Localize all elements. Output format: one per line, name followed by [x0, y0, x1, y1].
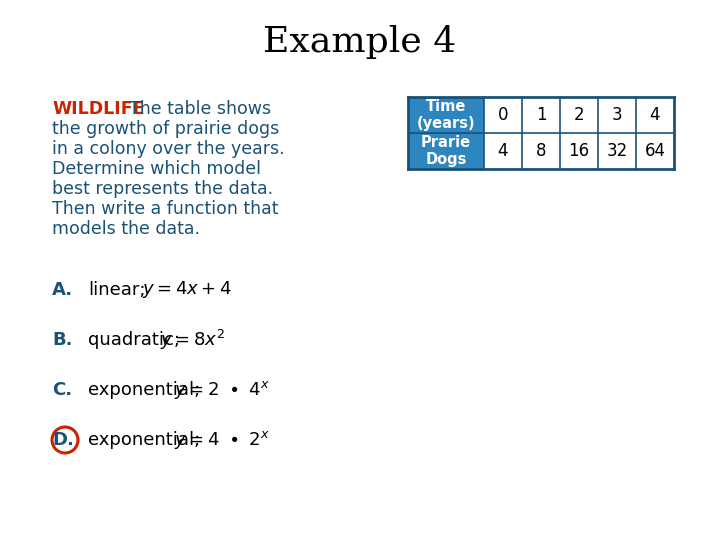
Text: linear;: linear; — [88, 281, 145, 299]
Text: WILDLIFE: WILDLIFE — [52, 100, 145, 118]
Text: Then write a function that: Then write a function that — [52, 200, 279, 218]
Text: Time
(years): Time (years) — [417, 99, 475, 131]
Text: 32: 32 — [606, 142, 628, 160]
Text: exponential;: exponential; — [88, 431, 200, 449]
Text: 8: 8 — [536, 142, 546, 160]
Text: B.: B. — [52, 331, 73, 349]
Text: 64: 64 — [644, 142, 665, 160]
Text: exponential;: exponential; — [88, 381, 200, 399]
Text: 16: 16 — [568, 142, 590, 160]
Text: Prarie
Dogs: Prarie Dogs — [421, 135, 471, 167]
Bar — [408, 97, 674, 169]
Text: in a colony over the years.: in a colony over the years. — [52, 140, 284, 158]
Text: quadratic;: quadratic; — [88, 331, 180, 349]
Text: best represents the data.: best represents the data. — [52, 180, 273, 198]
Text: 2: 2 — [574, 106, 585, 124]
Text: Determine which model: Determine which model — [52, 160, 261, 178]
Text: 3: 3 — [612, 106, 622, 124]
Text: 0: 0 — [498, 106, 508, 124]
Text: The table shows: The table shows — [118, 100, 271, 118]
Bar — [408, 133, 484, 169]
Text: models the data.: models the data. — [52, 220, 200, 238]
Text: 4: 4 — [649, 106, 660, 124]
Text: 4: 4 — [498, 142, 508, 160]
Text: A.: A. — [52, 281, 73, 299]
Text: C.: C. — [52, 381, 72, 399]
Text: 1: 1 — [536, 106, 546, 124]
Text: D.: D. — [52, 431, 74, 449]
Bar — [408, 97, 484, 133]
Text: $y = 8x^2$: $y = 8x^2$ — [160, 328, 225, 352]
Text: $y = 2\ \bullet\ 4^x$: $y = 2\ \bullet\ 4^x$ — [174, 379, 270, 401]
Text: $y = 4\ \bullet\ 2^x$: $y = 4\ \bullet\ 2^x$ — [174, 429, 270, 451]
Text: the growth of prairie dogs: the growth of prairie dogs — [52, 120, 279, 138]
Text: $y = 4x + 4$: $y = 4x + 4$ — [142, 280, 232, 300]
Text: Example 4: Example 4 — [264, 25, 456, 59]
